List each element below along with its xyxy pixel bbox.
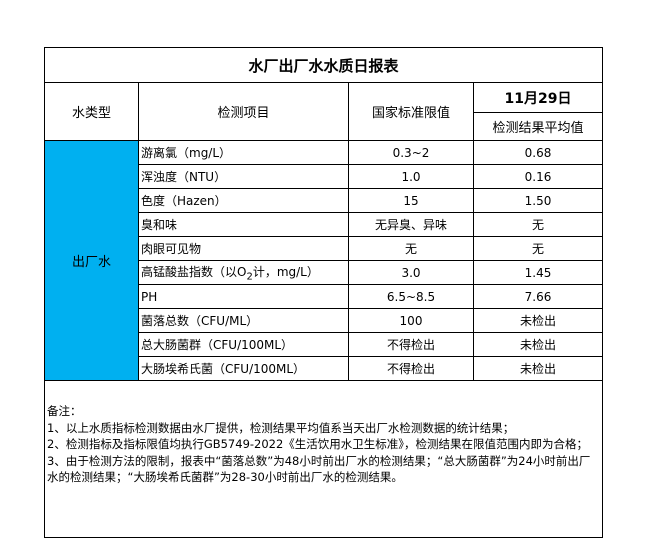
water-type-cell: 出厂水 xyxy=(44,140,139,381)
item-label-suffix: 计，mg/L） xyxy=(252,264,319,279)
standard-cell: 1.0 xyxy=(348,164,474,189)
standard-cell: 15 xyxy=(348,188,474,213)
result-cell: 未检出 xyxy=(472,308,604,333)
item-cell: 臭和味 xyxy=(138,212,349,237)
water-quality-report-table: 水厂出厂水水质日报表 水类型 检测项目 国家标准限值 11月29日 检测结果平均… xyxy=(43,47,604,538)
item-label: PH xyxy=(141,289,158,304)
notes: 备注： 1、以上水质指标检测数据由水厂提供，检测结果平均值系当天出厂水检测数据的… xyxy=(43,380,604,538)
table-row: 大肠埃希氏菌（CFU/100ML） 不得检出 未检出 xyxy=(45,356,604,381)
standard-cell: 3.0 xyxy=(348,260,474,285)
item-label: 游离氯（mg/L） xyxy=(141,146,232,160)
table-row: 浑浊度（NTU） 1.0 0.16 xyxy=(45,164,604,189)
table-row: 臭和味 无异臭、异味无 xyxy=(45,212,604,237)
item-cell: 高锰酸盐指数（以O2计，mg/L） xyxy=(138,260,349,285)
item-cell: 游离氯（mg/L） xyxy=(138,140,349,165)
table-row: 高锰酸盐指数（以O2计，mg/L） 3.0 1.45 xyxy=(45,260,604,285)
result-cell: 未检出 xyxy=(472,356,604,381)
item-label: 浑浊度（NTU） xyxy=(141,170,227,184)
item-label: 高锰酸盐指数（以O xyxy=(141,264,247,279)
table-row: 肉眼可见物 无无 xyxy=(45,236,604,261)
item-label: 臭和味 xyxy=(141,218,178,232)
item-cell: 浑浊度（NTU） xyxy=(138,164,349,189)
item-label: 总大肠菌群（CFU/100ML） xyxy=(141,338,294,352)
result-cell: 7.66 xyxy=(472,284,604,309)
standard-cell: 不得检出 xyxy=(348,332,474,357)
result-cell: 未检出 xyxy=(472,332,604,357)
standard-cell: 100 xyxy=(348,308,474,333)
standard-cell: 无 xyxy=(348,236,474,261)
result-cell: 0.16 xyxy=(472,164,604,189)
table-row: 菌落总数（CFU/ML） 100 未检出 xyxy=(45,308,604,333)
item-label: 色度（Hazen） xyxy=(141,194,227,208)
result-cell: 0.68 xyxy=(472,140,604,165)
result-cell: 无 xyxy=(472,236,604,261)
item-cell: 色度（Hazen） xyxy=(138,188,349,213)
header-date: 11月29日 xyxy=(472,82,604,113)
table-row: 出厂水 游离氯（mg/L） 0.3~2 0.68 xyxy=(44,140,604,381)
item-cell: 菌落总数（CFU/ML） xyxy=(138,308,349,333)
item-label: 大肠埃希氏菌（CFU/100ML） xyxy=(141,362,306,376)
header-water-type: 水类型 xyxy=(44,82,139,141)
item-label: 菌落总数（CFU/ML） xyxy=(141,314,259,328)
result-cell: 1.45 xyxy=(472,260,604,285)
item-cell: 总大肠菌群（CFU/100ML） xyxy=(138,332,349,357)
header-result: 检测结果平均值 xyxy=(472,112,604,141)
standard-cell: 6.5~8.5 xyxy=(348,284,474,309)
standard-cell: 无异臭、异味 xyxy=(348,212,474,237)
result-cell: 无 xyxy=(472,212,604,237)
standard-cell: 不得检出 xyxy=(348,356,474,381)
header-standard: 国家标准限值 xyxy=(348,82,474,141)
standard-cell: 0.3~2 xyxy=(348,140,474,165)
header-item: 检测项目 xyxy=(138,82,349,141)
table-row: 色度（Hazen） 15 1.50 xyxy=(45,188,604,213)
item-cell: 肉眼可见物 xyxy=(138,236,349,261)
item-subscript: 2 xyxy=(246,271,253,283)
item-cell: 大肠埃希氏菌（CFU/100ML） xyxy=(138,356,349,381)
item-cell: PH xyxy=(138,284,349,309)
result-cell: 1.50 xyxy=(472,188,604,213)
report-title: 水厂出厂水水质日报表 xyxy=(43,47,604,83)
item-label: 肉眼可见物 xyxy=(141,242,202,256)
table-row: PH 6.5~8.5 7.66 xyxy=(45,284,604,309)
